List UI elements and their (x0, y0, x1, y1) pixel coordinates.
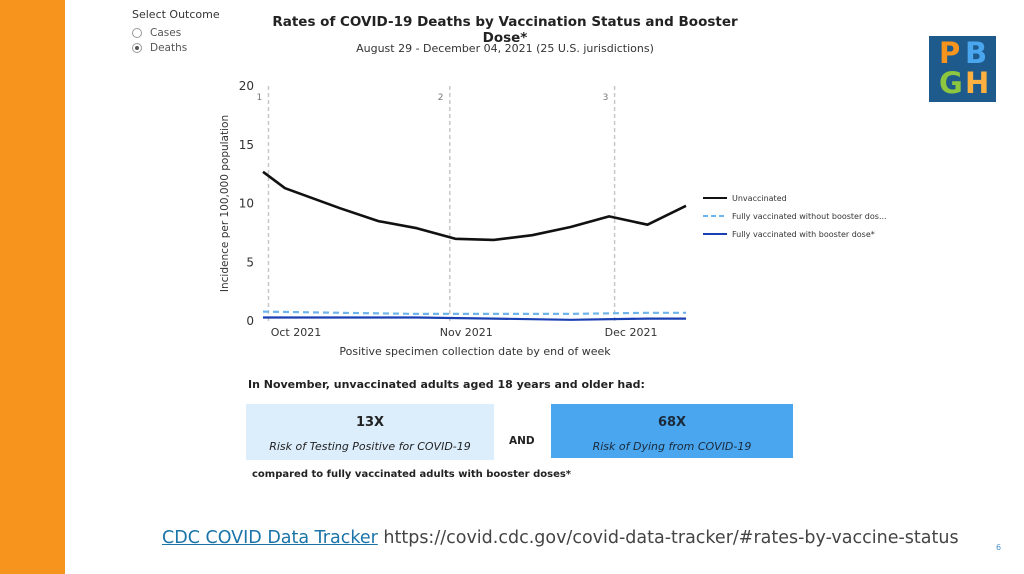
dying-label: Risk of Dying from COVID-19 (592, 440, 752, 453)
y-tick-label-5: 5 (246, 255, 254, 269)
radio-cases-circle-icon[interactable] (132, 27, 142, 38)
y-axis-label: Incidence per 100,000 population (219, 115, 231, 292)
y-tick-label-10: 10 (239, 197, 254, 211)
radio-deaths[interactable]: Deaths (132, 40, 220, 55)
and-connector: AND (509, 435, 535, 447)
legend-label-3: Fully vaccinated with booster dose* (732, 230, 875, 239)
dying-box: 68X Risk of Dying from COVID-19 (551, 404, 793, 458)
chart-title: Rates of COVID-19 Deaths by Vaccination … (272, 14, 738, 46)
reference-label-1: 1 (256, 93, 262, 103)
reference-label-2: 2 (438, 93, 444, 103)
y-tick-label-20: 20 (239, 79, 254, 93)
x-axis-label: Positive specimen collection date by end… (339, 345, 611, 358)
summary-heading: In November, unvaccinated adults aged 18… (248, 378, 645, 391)
series-line-2 (262, 310, 686, 315)
logo-letter-g: G (939, 66, 963, 100)
select-outcome-panel: Select Outcome Cases Deaths (132, 8, 220, 55)
legend-label-1: Unvaccinated (732, 194, 787, 203)
y-tick-label-15: 15 (239, 138, 254, 152)
reference-label-3: 3 (603, 93, 609, 103)
logo-letter-h: H (965, 66, 990, 100)
chart-subtitle: August 29 - December 04, 2021 (25 U.S. j… (356, 42, 654, 55)
dying-value: 68X (657, 415, 687, 430)
legend-label-2: Fully vaccinated without booster dos... (732, 212, 887, 221)
logo-letter-b: B (965, 36, 988, 70)
pbgh-logo: P B G H (929, 36, 996, 102)
source-url: https://covid.cdc.gov/covid-data-tracker… (383, 528, 959, 548)
testing-positive-value: 13X (355, 415, 385, 430)
source-line: CDC COVID Data Tracker https://covid.cdc… (162, 528, 959, 548)
y-tick-label-0: 0 (246, 314, 254, 328)
x-tick-label-1: Oct 2021 (271, 326, 322, 339)
radio-deaths-label[interactable]: Deaths (150, 41, 188, 54)
select-outcome-title: Select Outcome (132, 8, 220, 21)
logo-letter-p: P (939, 36, 961, 70)
comparison-footnote: compared to fully vaccinated adults with… (252, 469, 572, 480)
radio-cases[interactable]: Cases (132, 25, 220, 40)
testing-positive-box: 13X Risk of Testing Positive for COVID-1… (246, 404, 494, 460)
x-tick-label-2: Nov 2021 (440, 326, 493, 339)
x-tick-label-3: Dec 2021 (605, 326, 658, 339)
radio-cases-label[interactable]: Cases (150, 26, 182, 39)
cdc-tracker-link[interactable]: CDC COVID Data Tracker (162, 528, 378, 548)
left-accent-bar (0, 0, 65, 574)
slide-background (65, 0, 1024, 574)
series-line-1 (262, 170, 687, 242)
radio-deaths-circle-icon[interactable] (132, 42, 142, 53)
page-number: 6 (996, 543, 1002, 552)
series-line-3 (263, 316, 686, 321)
testing-positive-label: Risk of Testing Positive for COVID-19 (269, 440, 471, 453)
